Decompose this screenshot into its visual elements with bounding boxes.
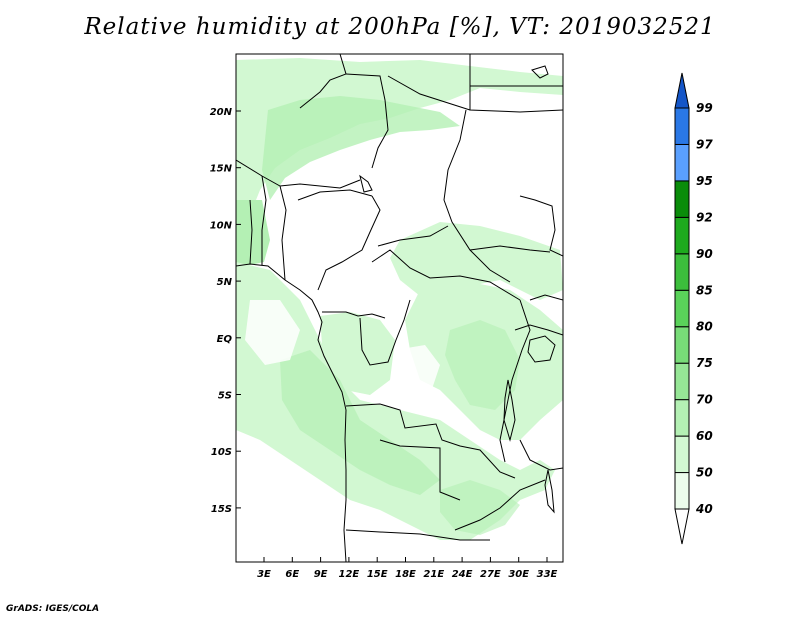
humidity-region-central-inner xyxy=(445,320,520,410)
humidity-region-south xyxy=(236,262,555,540)
lon-label: 24E xyxy=(452,569,473,580)
humidity-region-south-inner xyxy=(280,350,440,495)
lon-label: 12E xyxy=(339,569,360,580)
lon-label: 6E xyxy=(285,569,299,580)
humidity-region-central xyxy=(390,222,563,300)
border-egypt-sudan xyxy=(469,54,563,113)
colorbar-segment xyxy=(674,289,690,328)
colorbar-label: 99 xyxy=(696,101,713,115)
latitude-axis: 20N 15N 10N 5N EQ 5S 10S 15S xyxy=(210,107,241,515)
colorbar-segment xyxy=(674,472,690,510)
map-title: Relative humidity at 200hPa [%], VT: 201… xyxy=(84,14,716,40)
colorbar-segment xyxy=(674,435,690,474)
border-drc-east xyxy=(499,299,531,463)
border-mali-niger xyxy=(236,159,361,189)
border-libya-algeria xyxy=(299,54,347,109)
colorbar-label: 80 xyxy=(696,320,713,334)
border-cameroon-gabon xyxy=(322,311,386,319)
border-kenya-ethiopia xyxy=(529,294,563,301)
border-namibia xyxy=(345,529,490,541)
lake-chad xyxy=(359,174,373,193)
red-sea-coast xyxy=(531,65,549,79)
colorbar-label: 92 xyxy=(696,210,713,224)
border-zambia-zimbabwe xyxy=(454,479,546,531)
border-nigeria-cameroon xyxy=(317,195,381,291)
colorbar-segment xyxy=(674,362,690,401)
colorbar-top-arrow xyxy=(674,72,690,109)
border-west-africa-1 xyxy=(261,175,267,265)
colorbar-label: 40 xyxy=(695,502,713,516)
colorbar: 40 50 60 70 75 80 85 90 92 95 97 99 xyxy=(674,72,713,545)
border-angola-zambia xyxy=(379,439,461,501)
lat-label: 20N xyxy=(210,107,233,118)
humidity-region-gabon xyxy=(320,312,395,395)
colorbar-bottom-arrow xyxy=(674,508,690,545)
border-niger-libya xyxy=(345,73,389,169)
lake-malawi xyxy=(544,469,555,514)
border-uganda xyxy=(514,324,563,336)
border-congo xyxy=(359,299,411,366)
lon-label: 33E xyxy=(537,569,558,580)
colorbar-segment xyxy=(674,143,690,182)
colorbar-segment xyxy=(674,180,690,218)
lon-label: 27E xyxy=(480,569,501,580)
border-tanzania xyxy=(519,439,563,471)
lake-victoria xyxy=(527,335,556,363)
colorbar-label: 75 xyxy=(696,356,713,370)
border-chad-car xyxy=(377,225,449,247)
lake-tanganyika xyxy=(503,379,516,442)
colorbar-segment xyxy=(674,326,690,364)
colorbar-label: 50 xyxy=(696,466,713,480)
lat-label: 10S xyxy=(211,447,232,458)
lon-label: 30E xyxy=(508,569,529,580)
border-drc-angola xyxy=(345,403,516,479)
humidity-region-southeast xyxy=(440,480,520,535)
colorbar-segment xyxy=(674,216,690,255)
lat-label: EQ xyxy=(217,334,233,345)
colorbar-segment xyxy=(674,253,690,291)
humidity-shading xyxy=(236,58,563,540)
border-chad-sudan xyxy=(443,109,511,283)
country-borders xyxy=(236,54,563,562)
lon-label: 3E xyxy=(257,569,271,580)
colorbar-label: 90 xyxy=(696,247,713,261)
grads-credit: GrADS: IGES/COLA xyxy=(6,604,100,614)
dry-area-sahel xyxy=(330,165,420,230)
dry-area-sudan xyxy=(450,140,563,230)
lon-label: 21E xyxy=(423,569,444,580)
dry-area-congo xyxy=(392,345,440,400)
lat-label: 15S xyxy=(211,504,232,515)
humidity-region-north-inner xyxy=(262,96,460,200)
colorbar-segment xyxy=(674,107,690,145)
colorbar-label: 85 xyxy=(696,283,713,297)
colorbar-label: 70 xyxy=(696,393,713,407)
map-frame xyxy=(235,53,564,563)
longitude-axis: 3E 6E 9E 12E 15E 18E 21E 24E 27E 30E 33E xyxy=(257,557,558,580)
colorbar-label: 95 xyxy=(696,174,713,188)
coastline-west xyxy=(236,263,347,562)
border-benin xyxy=(279,185,287,281)
lon-label: 9E xyxy=(314,569,328,580)
colorbar-label: 97 xyxy=(696,137,713,151)
border-southsudan xyxy=(469,245,551,253)
border-chad-libya xyxy=(387,75,471,111)
border-sudan-ethiopia xyxy=(519,195,563,257)
lon-label: 15E xyxy=(367,569,388,580)
border-car-south xyxy=(371,249,521,301)
lat-label: 5S xyxy=(218,391,232,402)
dry-area-angola xyxy=(245,300,300,365)
lat-label: 5N xyxy=(217,277,233,288)
lat-label: 10N xyxy=(210,220,233,231)
colorbar-segment xyxy=(674,399,690,437)
border-west-africa-2 xyxy=(249,199,253,265)
border-niger-nigeria xyxy=(297,189,373,201)
colorbar-label: 60 xyxy=(696,429,713,443)
lat-label: 15N xyxy=(210,164,233,175)
lon-label: 18E xyxy=(395,569,416,580)
